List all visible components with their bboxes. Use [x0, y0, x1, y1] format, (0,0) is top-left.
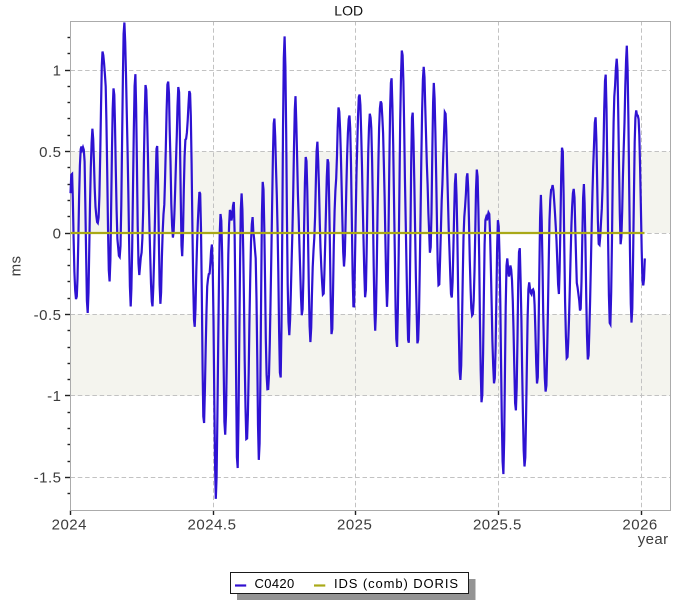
svg-text:2024.5: 2024.5 — [188, 517, 237, 534]
svg-text:LOD: LOD — [334, 3, 363, 19]
svg-text:0: 0 — [53, 225, 62, 242]
svg-text:1: 1 — [53, 62, 62, 79]
svg-text:2024: 2024 — [52, 517, 87, 534]
svg-text:-1: -1 — [47, 388, 61, 405]
svg-text:C0420: C0420 — [255, 576, 295, 591]
svg-text:2025.5: 2025.5 — [473, 517, 522, 534]
svg-text:2025: 2025 — [337, 517, 372, 534]
svg-text:year: year — [638, 531, 669, 548]
svg-text:IDS (comb) DORIS: IDS (comb) DORIS — [334, 576, 459, 591]
svg-text:-0.5: -0.5 — [34, 307, 62, 324]
svg-text:-1.5: -1.5 — [34, 470, 62, 487]
svg-text:2026: 2026 — [622, 517, 657, 534]
svg-text:ms: ms — [8, 256, 25, 277]
svg-text:0.5: 0.5 — [39, 144, 61, 161]
